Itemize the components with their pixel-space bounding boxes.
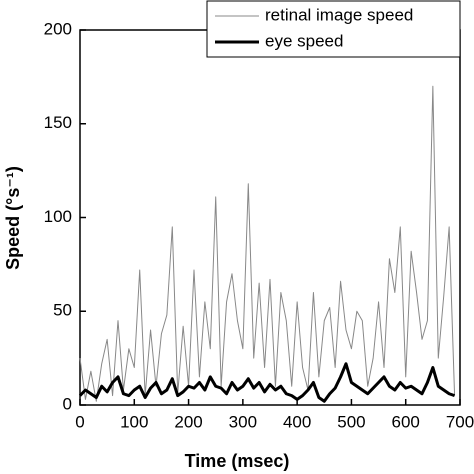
x-tick-label: 400 [283, 412, 311, 431]
x-tick-label: 600 [392, 412, 420, 431]
series-line [78, 362, 456, 403]
y-axis-label: Speed (°s⁻¹) [3, 166, 23, 270]
y-tick-label: 50 [53, 301, 72, 320]
y-tick-label: 0 [63, 394, 72, 413]
x-tick-label: 700 [446, 412, 474, 431]
x-axis-label: Time (msec) [185, 451, 290, 471]
y-tick-label: 100 [44, 207, 72, 226]
x-tick-label: 100 [120, 412, 148, 431]
series-line [79, 85, 456, 402]
x-tick-label: 500 [337, 412, 365, 431]
legend-label: eye speed [265, 31, 343, 50]
legend-label: retinal image speed [265, 5, 413, 24]
x-tick-label: 0 [75, 412, 84, 431]
plot-frame [79, 29, 461, 406]
y-tick-label: 200 [44, 19, 72, 38]
x-tick-label: 200 [174, 412, 202, 431]
y-tick-label: 150 [44, 113, 72, 132]
x-tick-label: 300 [229, 412, 257, 431]
legend-box [206, 0, 461, 58]
